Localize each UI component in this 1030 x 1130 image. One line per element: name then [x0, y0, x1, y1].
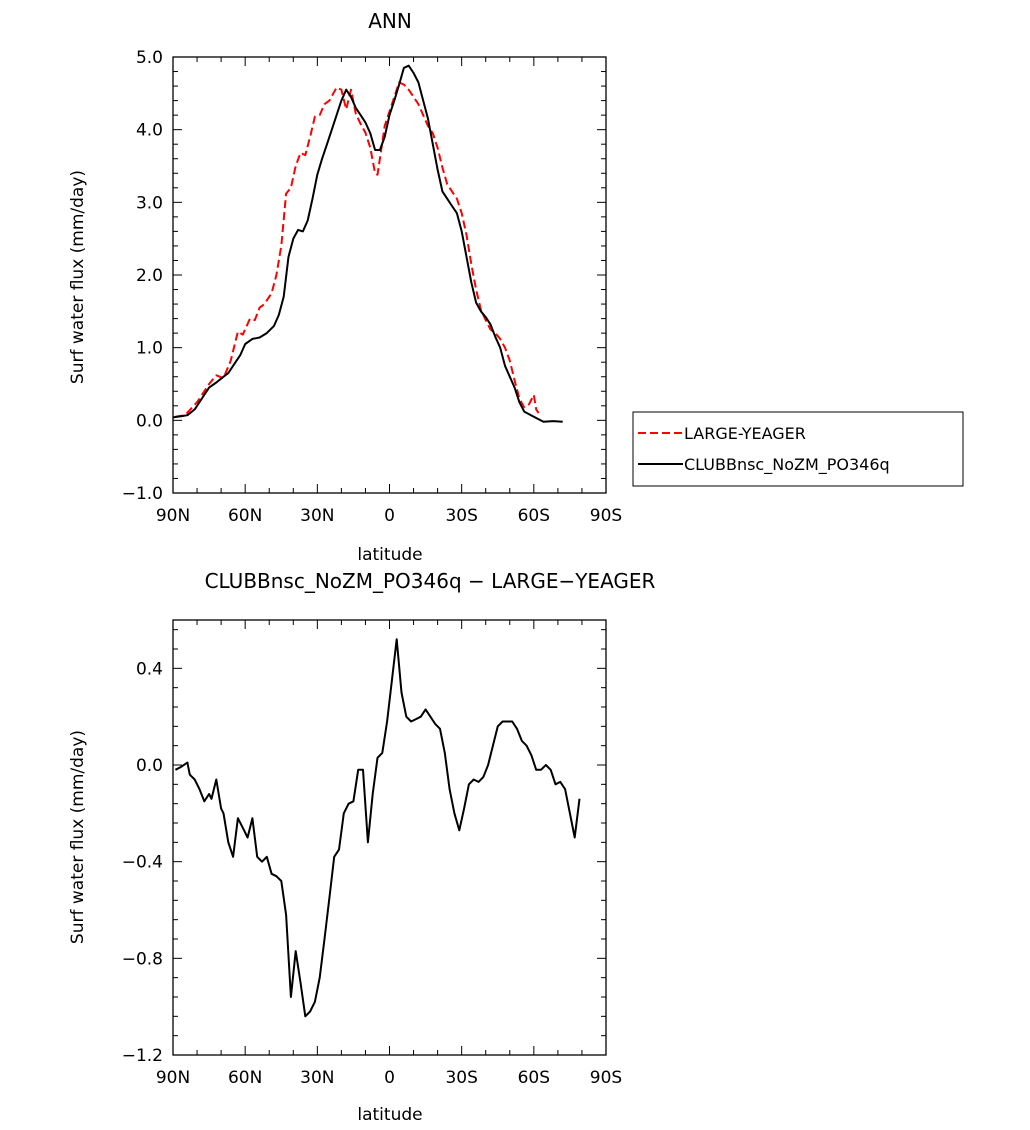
top-plot-title: ANN — [368, 9, 412, 33]
top-x-axis-label: latitude — [357, 545, 422, 565]
bottom-x-tick-label: 30N — [300, 1068, 334, 1088]
bottom-x-tick-label: 60S — [518, 1068, 550, 1088]
bottom-x-tick-label: 0 — [384, 1068, 395, 1088]
legend-label-clubb: CLUBBnsc_NoZM_PO346q — [684, 455, 890, 475]
bottom-y-tick-label: −0.4 — [122, 853, 163, 873]
top-series-line-large-yeager — [175, 81, 540, 418]
top-y-axis-label: Surf water flux (mm/day) — [68, 170, 88, 384]
top-y-tick-label: −1.0 — [122, 484, 163, 504]
top-y-tick-label: 5.0 — [136, 48, 163, 68]
top-x-tick-label: 60S — [518, 506, 550, 526]
bottom-x-tick-label: 90S — [590, 1068, 622, 1088]
bottom-x-tick-label: 30S — [445, 1068, 477, 1088]
top-plot-area: 90N 60N 30N 0 30S 60S 90S 5.0 4.0 3.0 2.0 1.0 0.0 −1.… — [122, 48, 623, 526]
top-x-tick-label: 60N — [228, 506, 262, 526]
bottom-series-line-0 — [174, 638, 581, 1018]
legend-label-large-yeager: LARGE-YEAGER — [684, 424, 806, 443]
top-plot-frame — [172, 56, 607, 494]
top-y-tick-label: 0.0 — [136, 411, 163, 431]
bottom-y-tick-label: −1.2 — [122, 1046, 163, 1066]
bottom-x-axis-label: latitude — [357, 1105, 422, 1125]
legend: LARGE-YEAGER CLUBBnsc_NoZM_PO346q — [632, 411, 964, 487]
top-y-tick-label: 2.0 — [136, 266, 163, 286]
bottom-plot-title: CLUBBnsc_NoZM_PO346q − LARGE−YEAGER — [205, 569, 656, 593]
top-x-tick-label: 30S — [445, 506, 477, 526]
top-x-tick-label: 90S — [590, 506, 622, 526]
top-y-tick-label: 1.0 — [136, 339, 163, 359]
top-x-tick-label: 30N — [300, 506, 334, 526]
legend-box — [632, 411, 964, 487]
top-y-tick-label: 4.0 — [136, 121, 163, 141]
bottom-y-axis-label: Surf water flux (mm/day) — [68, 730, 88, 944]
bottom-x-tick-label: 90N — [156, 1068, 190, 1088]
bottom-y-tick-label: 0.4 — [136, 659, 163, 679]
bottom-plot-area: 90N 60N 30N 0 30S 60S 90S 0.4 0.0 −0.4 −0.8 −1.2 — [122, 619, 622, 1088]
bottom-plot-frame — [172, 619, 607, 1056]
top-y-tick-label: 3.0 — [136, 193, 163, 213]
bottom-y-tick-label: −0.8 — [122, 949, 163, 969]
bottom-y-tick-label: 0.0 — [136, 756, 163, 776]
top-x-tick-label: 0 — [384, 506, 395, 526]
top-x-tick-label: 90N — [156, 506, 190, 526]
bottom-x-tick-label: 60N — [228, 1068, 262, 1088]
top-series-line-clubbnsc-nozm-po346q — [172, 64, 563, 423]
